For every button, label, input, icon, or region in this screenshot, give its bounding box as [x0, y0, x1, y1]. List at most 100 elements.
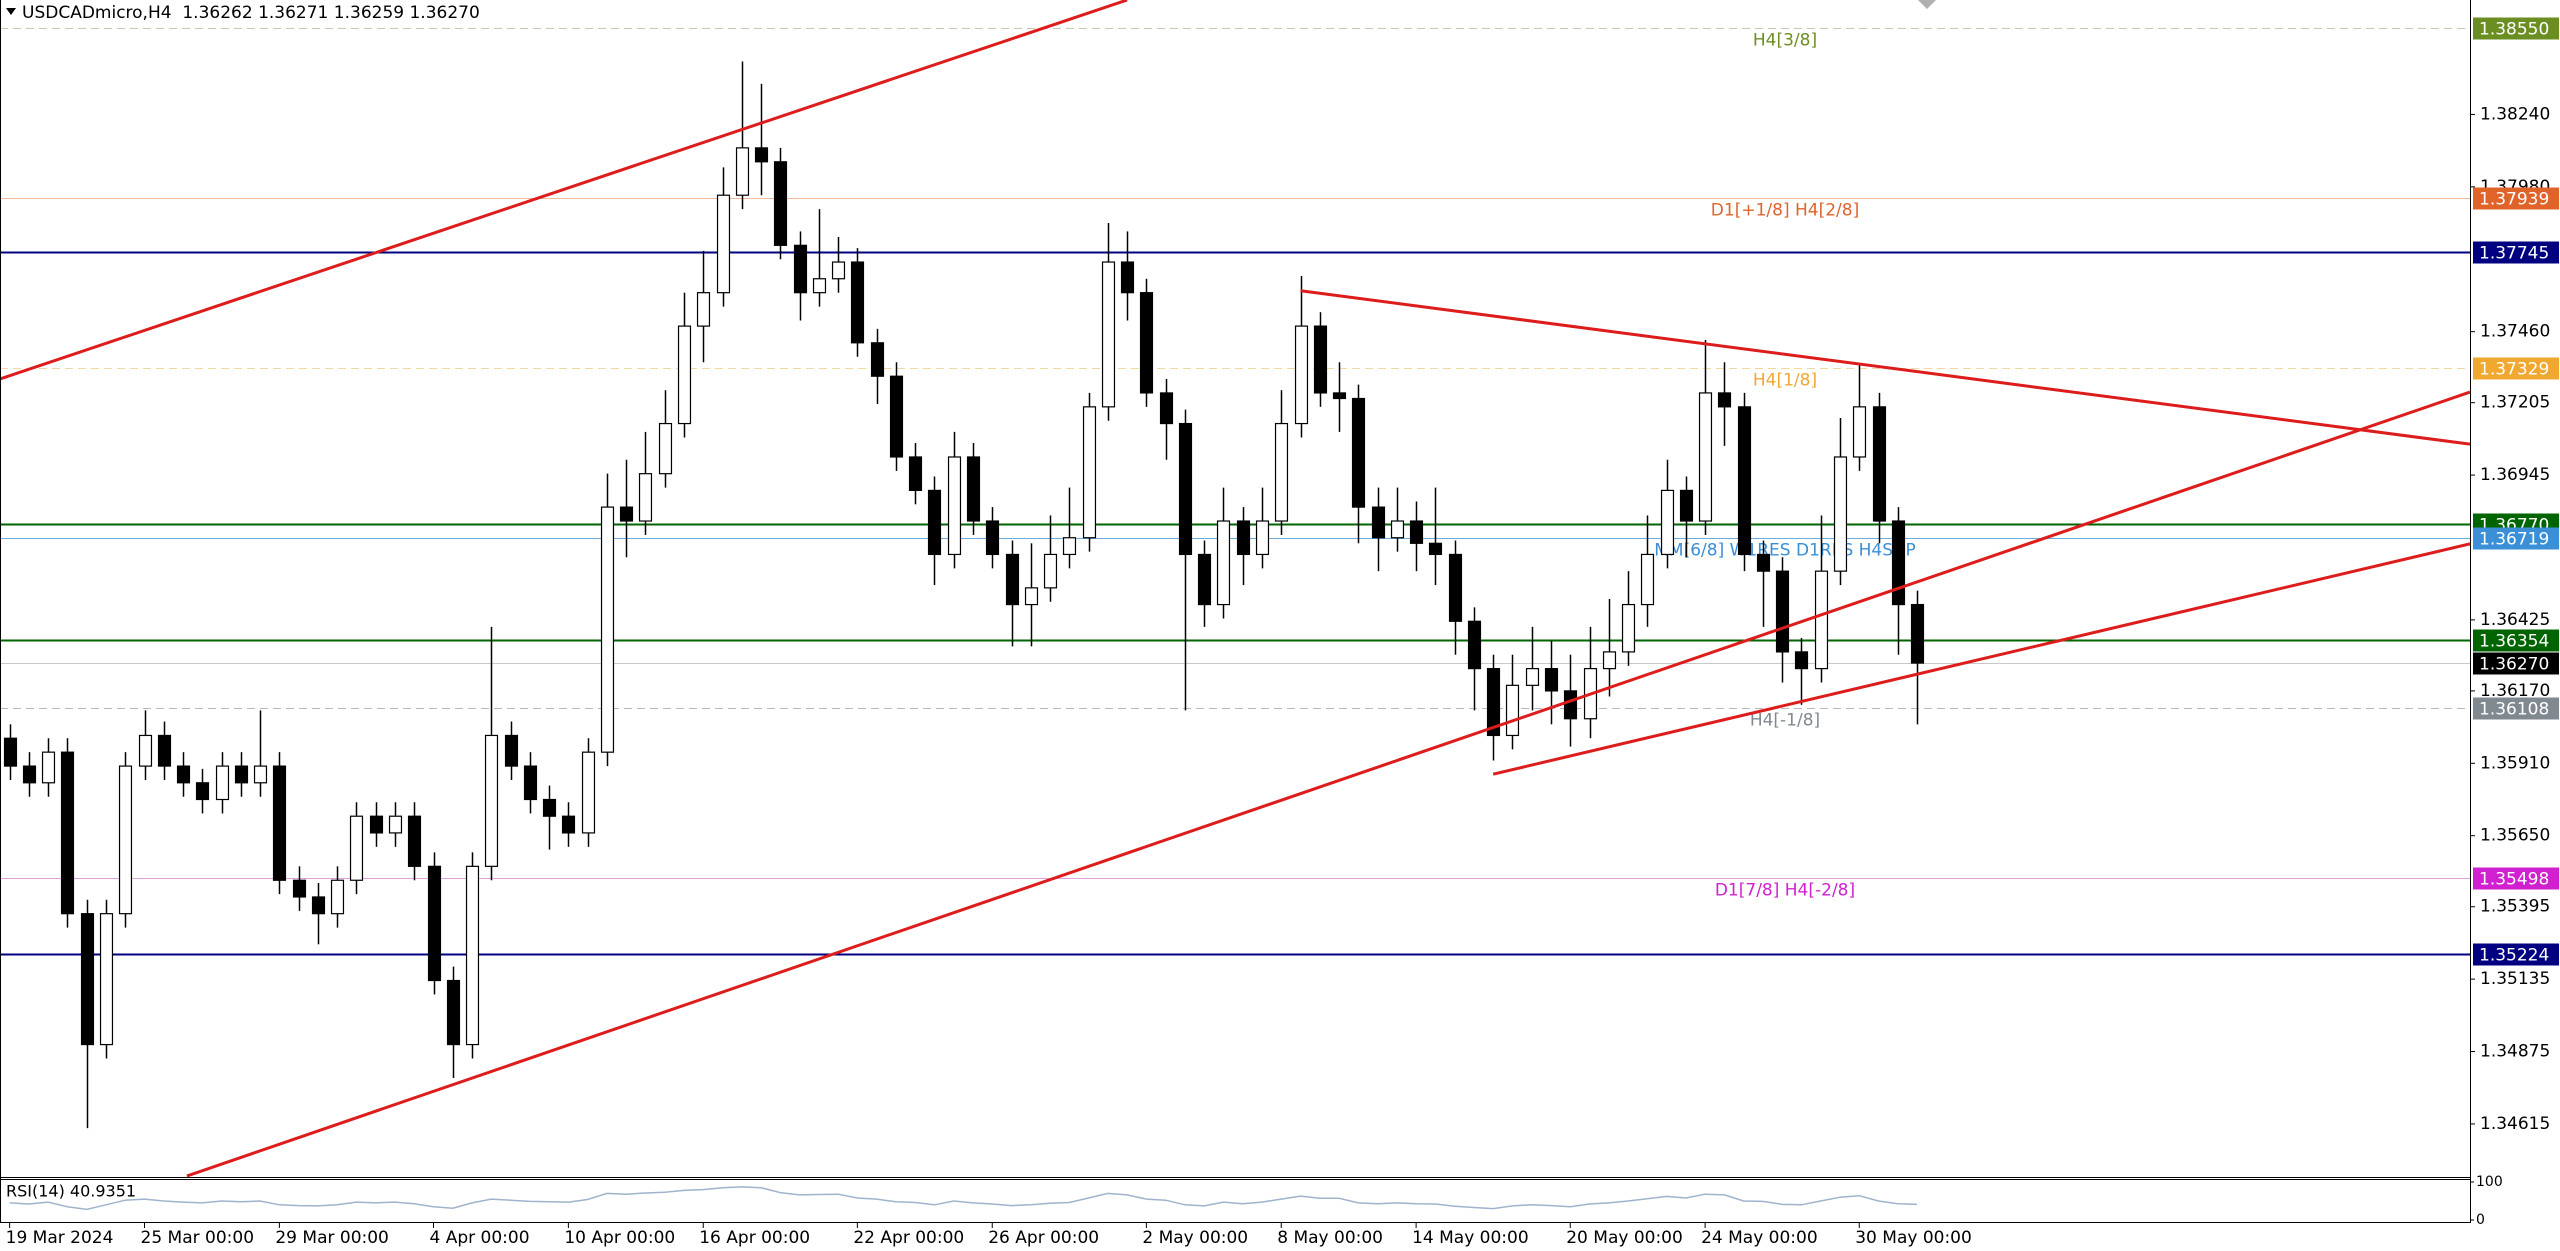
candle-body: [311, 896, 326, 915]
candle-body: [1120, 261, 1135, 294]
price-label: 1.36354: [2479, 632, 2549, 652]
y-tick-label: 1.35910: [2480, 753, 2550, 773]
candle-body: [427, 865, 442, 982]
price-label: 1.36270: [2479, 655, 2549, 675]
price-label: 1.37939: [2479, 190, 2549, 210]
candle-body: [1043, 553, 1058, 589]
trendlines-layer: [0, 0, 2470, 1177]
candle-body: [773, 161, 788, 246]
x-tick-label: 14 May 00:00: [1412, 1228, 1529, 1248]
chart-header: USDCADmicro,H4 1.36262 1.36271 1.36259 1…: [22, 3, 480, 23]
candle-body: [523, 765, 538, 801]
x-tick-label: 8 May 00:00: [1277, 1228, 1383, 1248]
candle-body: [388, 815, 403, 834]
candle-body: [157, 734, 172, 767]
candle-body: [1737, 406, 1752, 556]
candle-body: [677, 325, 692, 425]
level-note: D1[+1/8] H4[2/8]: [1711, 201, 1859, 221]
candle-body: [484, 734, 499, 867]
price-label-box: [2473, 629, 2559, 652]
candle-body: [1660, 489, 1675, 556]
trendline: [186, 390, 2470, 1177]
header-arrow: [6, 8, 16, 15]
rsi-tick-label: 100: [2476, 1174, 2503, 1190]
level-note: MM[6/8] W1RES D1RES H4SUP: [1654, 541, 1915, 561]
price-label-box: [2473, 187, 2559, 210]
candle-body: [1390, 520, 1405, 539]
price-label: 1.37745: [2479, 244, 2549, 264]
candle-body: [1814, 570, 1829, 670]
candle-body: [1872, 406, 1887, 522]
price-label: 1.36719: [2479, 530, 2549, 550]
y-tick-label: 1.37205: [2480, 393, 2550, 413]
rsi-layer: [9, 1186, 1918, 1211]
price-label: 1.35498: [2479, 870, 2549, 890]
x-tick-label: 22 Apr 00:00: [853, 1228, 964, 1248]
candle-body: [1101, 261, 1116, 408]
y-tick-label: 1.36945: [2480, 465, 2550, 485]
rsi-tick-label: 0: [2476, 1212, 2485, 1228]
candle-body: [407, 815, 422, 867]
candle-body: [1371, 506, 1386, 539]
candle-body: [812, 278, 827, 294]
candle-body: [1640, 553, 1655, 606]
price-label: 1.35224: [2479, 946, 2549, 966]
trendline: [1300, 289, 2470, 446]
candle-body: [793, 244, 808, 294]
price-label-box: [2473, 357, 2559, 380]
candle-body: [3, 737, 18, 767]
candle-body: [1082, 406, 1097, 539]
candle-body: [465, 865, 480, 1046]
x-tick-label: 10 Apr 00:00: [564, 1228, 675, 1248]
candle-body: [234, 765, 249, 784]
x-tick-label: 26 Apr 00:00: [988, 1228, 1099, 1248]
x-tick-label: 19 Mar 2024: [6, 1228, 114, 1248]
candle-body: [581, 751, 596, 834]
candle-body: [1236, 520, 1251, 556]
candle-body: [1178, 422, 1193, 556]
candle-body: [1409, 520, 1424, 544]
candle-body: [1062, 537, 1077, 556]
x-tick-label: 30 May 00:00: [1855, 1228, 1972, 1248]
candle-body: [1679, 489, 1694, 522]
y-tick-label: 1.37460: [2480, 322, 2550, 342]
price-label: 1.38550: [2479, 20, 2549, 40]
candle-body: [947, 456, 962, 556]
candle-body: [22, 765, 37, 784]
price-label: 1.36108: [2479, 700, 2549, 720]
candle-body: [215, 765, 230, 801]
y-tick-label: 1.35395: [2480, 897, 2550, 917]
rsi-line: [9, 1186, 1918, 1211]
rsi-label: RSI(14) 40.9351: [6, 1182, 136, 1201]
trendline: [0, 0, 1128, 381]
candle-body: [1621, 603, 1636, 653]
candle-body: [831, 261, 846, 280]
trendline: [1492, 542, 2470, 776]
candle-body: [1448, 553, 1463, 622]
candle-body: [176, 765, 191, 784]
candle-body: [658, 422, 673, 475]
x-tick-label: 25 Mar 00:00: [141, 1228, 255, 1248]
candle-body: [1274, 422, 1289, 522]
y-tick-label: 1.34875: [2480, 1042, 2550, 1062]
candle-body: [1139, 292, 1154, 394]
x-tick-label: 16 Apr 00:00: [699, 1228, 810, 1248]
x-tick-label: 2 May 00:00: [1142, 1228, 1248, 1248]
candle-body: [754, 147, 769, 163]
x-tick-label: 24 May 00:00: [1701, 1228, 1818, 1248]
candle-body: [966, 456, 981, 522]
candle-body: [1505, 684, 1520, 737]
price-label-box: [2473, 867, 2559, 890]
candle-body: [1024, 587, 1039, 606]
y-tick-label: 1.38240: [2480, 104, 2550, 124]
candle-body: [1525, 668, 1540, 686]
candle-body: [369, 815, 384, 834]
candle-body: [292, 879, 307, 898]
candle-body: [1717, 392, 1732, 408]
candle-body: [272, 765, 287, 881]
x-tick-label: 20 May 00:00: [1566, 1228, 1683, 1248]
candle-body: [889, 375, 904, 458]
